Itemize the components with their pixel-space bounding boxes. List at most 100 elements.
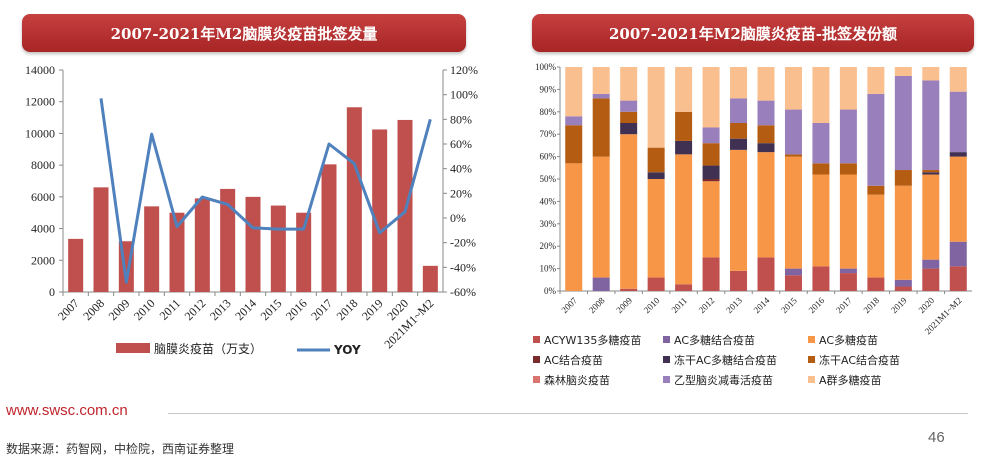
share-segment: [922, 80, 940, 171]
left-y-tick-label: 6000: [31, 190, 55, 204]
share-segment: [949, 91, 967, 153]
volume-bar: [346, 107, 362, 292]
share-segment: [675, 111, 693, 141]
share-segment: [565, 163, 583, 291]
share-legend-swatch: [663, 376, 670, 383]
right-chart-title: 2007-2021年M2脑膜炎疫苗-批签发份额: [532, 14, 974, 52]
share-segment: [922, 174, 940, 260]
share-segment: [949, 152, 967, 157]
share-segment: [894, 279, 912, 287]
share-segment: [839, 174, 857, 269]
footer-divider: [168, 413, 968, 414]
left-y-tick-label: 2000: [31, 253, 55, 267]
share-segment: [922, 170, 940, 173]
share-x-tick-label: 2018: [861, 295, 881, 315]
share-x-tick-label: 2017: [834, 295, 854, 315]
volume-bar: [270, 205, 286, 292]
share-segment: [592, 277, 610, 291]
share-legend-swatch: [808, 356, 815, 363]
share-segment: [922, 67, 940, 81]
volume-bar: [68, 238, 84, 292]
share-x-tick-label: 2016: [807, 295, 827, 315]
volume-bar: [169, 212, 185, 292]
share-x-tick-label: 2015: [779, 295, 799, 315]
share-segment: [730, 67, 748, 99]
share-segment: [922, 172, 940, 175]
share-y-tick-label: 60%: [540, 152, 557, 162]
share-segment: [894, 185, 912, 280]
share-segment: [867, 93, 885, 186]
share-segment: [702, 67, 720, 128]
right-y-tick-label: 120%: [450, 63, 478, 77]
volume-bar: [321, 164, 337, 292]
share-segment: [565, 116, 583, 126]
legend-label-volume: 脑膜炎疫苗（万支）: [154, 341, 262, 356]
data-source-note: 数据来源：药智网，中检院，西南证券整理: [6, 442, 235, 456]
share-legend-swatch: [533, 356, 540, 363]
right-y-tick-label: 100%: [450, 88, 478, 102]
share-segment: [702, 127, 720, 144]
share-segment: [839, 109, 857, 164]
share-x-tick-label: 2019: [889, 295, 909, 315]
share-segment: [784, 154, 802, 157]
share-legend-swatch: [808, 336, 815, 343]
left-y-tick-label: 10000: [25, 126, 55, 140]
share-legend-swatch: [663, 356, 670, 363]
share-segment: [894, 67, 912, 76]
share-x-tick-label: 2014: [752, 295, 772, 315]
share-legend-swatch: [533, 376, 540, 383]
share-segment: [620, 288, 638, 291]
share-y-tick-label: 100%: [535, 62, 557, 72]
share-legend-swatch: [533, 336, 540, 343]
share-segment: [949, 156, 967, 242]
share-legend-label: 冻干AC结合疫苗: [819, 353, 900, 367]
share-y-tick-label: 40%: [540, 196, 557, 206]
right-y-tick-label: 20%: [450, 186, 472, 200]
share-y-tick-label: 80%: [540, 107, 557, 117]
share-segment: [812, 163, 830, 175]
share-segment: [949, 67, 967, 92]
share-segment: [702, 165, 720, 179]
share-segment: [730, 123, 748, 139]
legend-swatch-volume: [116, 343, 150, 353]
volume-bar: [93, 187, 109, 292]
left-chart-title: 2007-2021年M2脑膜炎疫苗批签发量: [22, 14, 466, 52]
share-segment: [592, 156, 610, 278]
share-legend-label: AC多糖结合疫苗: [674, 333, 755, 347]
share-segment: [647, 179, 665, 278]
share-segment: [894, 170, 912, 186]
legend-label-yoy: YOY: [333, 343, 361, 357]
share-y-tick-label: 10%: [540, 264, 557, 274]
right-y-tick-label: -40%: [450, 260, 476, 274]
share-segment: [812, 123, 830, 164]
share-segment: [867, 277, 885, 291]
share-segment: [647, 147, 665, 173]
share-segment: [812, 174, 830, 267]
share-y-tick-label: 30%: [540, 219, 557, 229]
share-x-tick-label: 2008: [587, 295, 607, 315]
share-y-tick-label: 0%: [544, 286, 557, 296]
share-legend-swatch: [663, 336, 670, 343]
left-y-tick-label: 12000: [25, 95, 55, 109]
share-x-tick-label: 2010: [642, 295, 662, 315]
right-y-tick-label: 40%: [450, 162, 472, 176]
share-legend-label: AC结合疫苗: [544, 353, 603, 367]
share-segment: [730, 138, 748, 150]
share-segment: [757, 100, 775, 126]
share-legend-label: 森林脑炎疫苗: [544, 373, 610, 387]
share-segment: [620, 134, 638, 289]
share-segment: [784, 268, 802, 276]
share-segment: [784, 156, 802, 269]
volume-bar: [194, 198, 210, 292]
share-segment: [565, 125, 583, 164]
share-segment: [757, 257, 775, 291]
share-segment: [702, 257, 720, 291]
share-segment: [867, 67, 885, 94]
share-legend-label: 冻干AC多糖结合疫苗: [674, 353, 777, 367]
share-segment: [894, 75, 912, 171]
share-y-tick-label: 20%: [540, 241, 557, 251]
volume-bar: [220, 188, 236, 292]
share-segment: [702, 181, 720, 258]
share-x-tick-label: 2012: [697, 295, 717, 315]
share-segment: [675, 154, 693, 285]
